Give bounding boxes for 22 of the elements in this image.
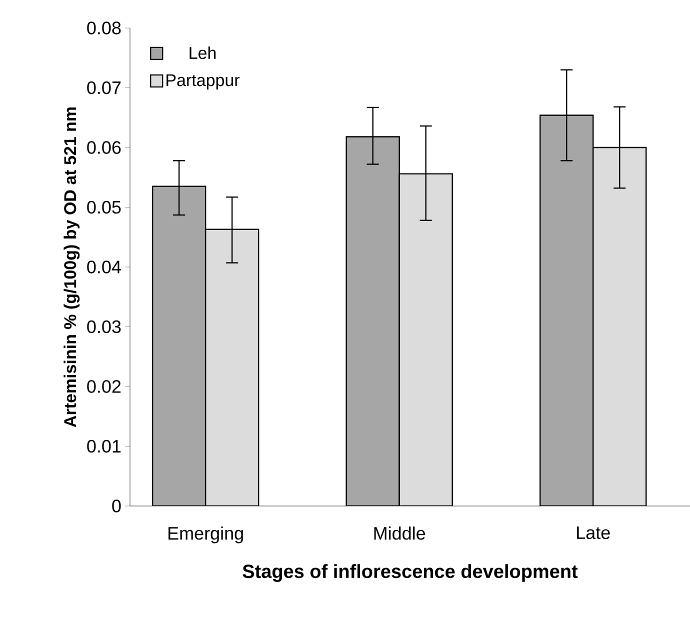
y-axis-title: Artemisinin % (g/100g) by OD at 521 nm — [64, 107, 80, 428]
x-axis-title: Stages of inflorescence development — [242, 564, 578, 582]
legend-label: Partappur — [166, 74, 240, 90]
y-tick-label: 0 — [112, 500, 121, 512]
x-tick-label: Middle — [374, 526, 426, 540]
legend-label: Leh — [190, 46, 216, 60]
y-tick-label: 0.08 — [87, 22, 121, 34]
y-tick-label: 0.04 — [87, 260, 121, 274]
bar — [398, 173, 453, 506]
bar — [592, 146, 647, 506]
bar — [204, 228, 260, 506]
x-tick-label: Emerging — [168, 526, 243, 544]
bar — [540, 114, 594, 506]
bar — [346, 136, 400, 506]
x-tick-label: Late — [577, 526, 610, 540]
bar — [152, 186, 206, 506]
y-tick-label: 0.02 — [87, 380, 121, 393]
y-tick-label: 0.07 — [87, 81, 121, 94]
y-tick-label: 0.01 — [87, 440, 121, 453]
y-tick-label: 0.06 — [87, 141, 121, 154]
y-tick-label: 0.03 — [87, 320, 121, 334]
y-tick-label: 0.05 — [87, 200, 121, 214]
